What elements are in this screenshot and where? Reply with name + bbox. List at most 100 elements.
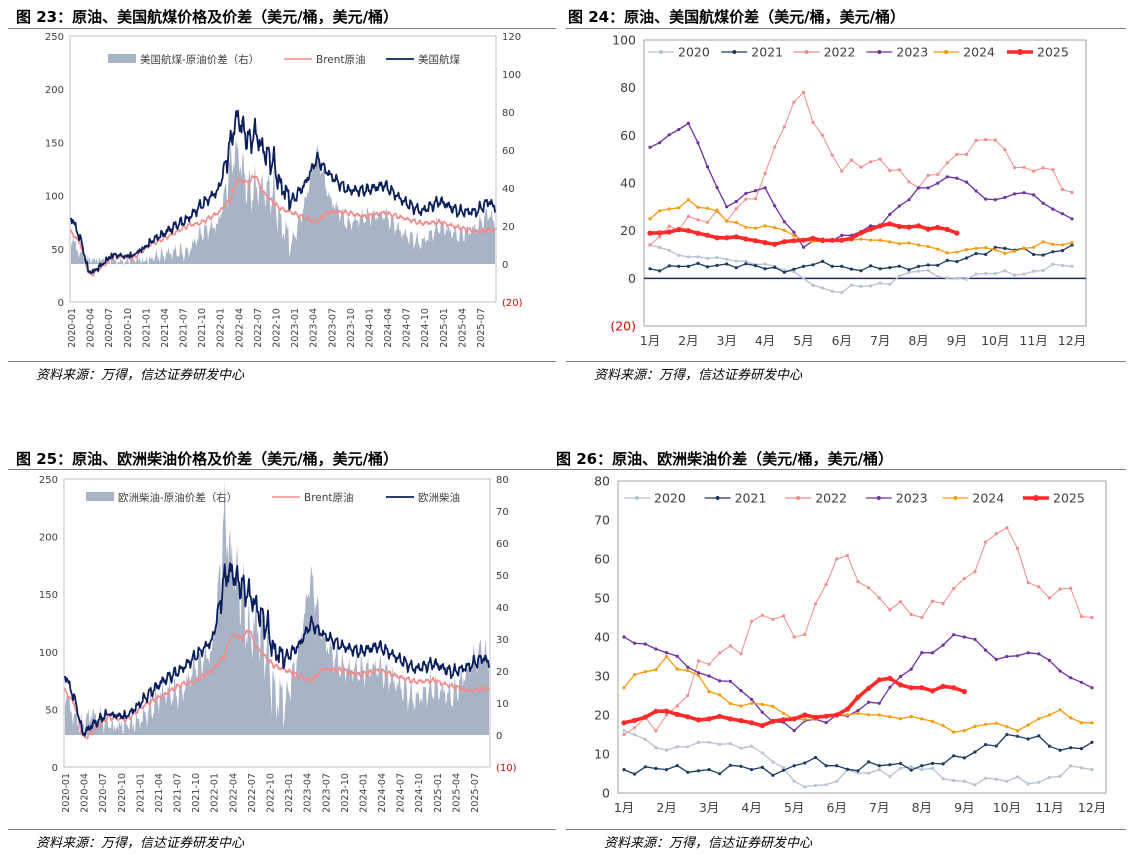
series-2025-point: [674, 711, 680, 717]
x-tick-label: 2021-10: [191, 773, 202, 813]
series-2025-point: [802, 712, 808, 718]
series-2021-point: [643, 765, 647, 769]
series-2020-line: [623, 729, 1093, 788]
series-2024-point: [664, 654, 669, 659]
x-tick-label: 7月: [869, 800, 889, 815]
series-2025-point: [897, 682, 904, 688]
series-2025-point: [810, 235, 816, 241]
series-2020-point: [1012, 273, 1017, 277]
series-2020-point: [811, 283, 815, 287]
y-left-tick-label: 250: [45, 32, 64, 43]
y-tick-label: 60: [594, 552, 610, 567]
series-2021-point: [792, 267, 796, 271]
legend-marker-2023: [877, 50, 882, 54]
series-2025-point: [749, 720, 755, 726]
series-2023-point: [867, 700, 871, 704]
series-2022-point: [964, 152, 969, 156]
series-2024-point: [984, 722, 988, 726]
series-2021-point: [824, 764, 828, 768]
series-2021-point: [782, 270, 786, 274]
series-2020-point: [1090, 768, 1094, 772]
series-2025-point: [919, 685, 925, 691]
x-tick-label: 4月: [741, 800, 761, 815]
y-tick-label: 10: [594, 747, 610, 762]
series-2024-point: [667, 207, 671, 211]
series-2024-point: [1060, 243, 1064, 247]
y-left-tick-label: 200: [39, 533, 58, 544]
series-2023-point: [1047, 658, 1052, 662]
series-2021-point: [781, 768, 786, 772]
series-2024-point: [964, 248, 969, 252]
brent-line-series: [64, 629, 490, 740]
series-2020-point: [1069, 764, 1073, 768]
series-2021-point: [888, 266, 892, 270]
series-2021-point: [920, 764, 924, 768]
legend-marker-2025: [1017, 49, 1023, 55]
series-2023-point: [718, 679, 722, 683]
x-tick-label: 2020-04: [86, 308, 97, 348]
series-2024-point: [677, 206, 681, 210]
series-2021-point: [941, 762, 945, 766]
series-2022-point: [1022, 165, 1026, 169]
series-2024-point: [1015, 729, 1020, 733]
series-2020-point: [898, 766, 903, 770]
series-2020-point: [926, 268, 930, 272]
series-2020-point: [1070, 264, 1074, 268]
plot-frame: [617, 480, 1107, 794]
y-right-tick-label: 50: [496, 571, 509, 582]
y-tick-label: (20): [610, 319, 636, 334]
series-2022-point: [856, 580, 860, 584]
source-note: 资料来源：万得，信达证券研发中心: [604, 836, 813, 851]
series-2024-point: [753, 226, 758, 230]
series-2023-point: [773, 204, 777, 208]
series-2023-point: [664, 651, 669, 655]
series-2023-point: [1079, 680, 1083, 684]
series-2022-point: [877, 596, 881, 600]
series-2021-point: [1047, 744, 1052, 748]
series-2020-point: [813, 783, 818, 787]
x-tick-label: 2021-10: [197, 308, 208, 348]
source-note: 资料来源：万得，信达证券研发中心: [594, 368, 803, 383]
series-2025-point: [759, 723, 765, 729]
x-tick-label: 2022-07: [247, 773, 258, 813]
series-2023-point: [877, 701, 881, 705]
series-2025-point: [738, 718, 744, 724]
series-2020-point: [686, 255, 690, 259]
series-2020-point: [1022, 272, 1026, 276]
series-2021-point: [792, 764, 796, 768]
series-2021-point: [867, 760, 871, 764]
series-2023-point: [1037, 652, 1041, 656]
series-2020-point: [973, 783, 977, 787]
legend-label: 2022: [815, 491, 847, 506]
series-2022-point: [984, 540, 988, 544]
series-2020-point: [1015, 775, 1020, 779]
series-2023-point: [984, 197, 988, 201]
x-tick-label: 2021-04: [154, 773, 165, 813]
series-2020-point: [994, 777, 998, 781]
series-2022-point: [664, 713, 669, 717]
series-2021-point: [813, 755, 818, 760]
series-2020-point: [1026, 782, 1030, 786]
series-2022-point: [1058, 587, 1062, 591]
series-2020-point: [739, 746, 743, 750]
series-2023-point: [916, 186, 921, 190]
series-2022-point: [705, 220, 710, 224]
series-2025-point: [812, 714, 819, 720]
series-2025-point: [800, 237, 807, 243]
series-2025-point: [653, 708, 659, 714]
x-tick-label: 2月: [678, 333, 698, 348]
series-2022-point: [750, 619, 754, 623]
series-2020-point: [643, 737, 647, 741]
series-2021-point: [771, 773, 775, 777]
series-2022-point: [633, 726, 637, 730]
series-2021-point: [869, 264, 873, 268]
series-2020-point: [869, 284, 873, 288]
x-tick-label: 9月: [947, 333, 967, 348]
series-2024-point: [1047, 713, 1052, 717]
series-2021-point: [686, 770, 690, 774]
series-2020-point: [859, 284, 863, 288]
y-left-tick-label: 50: [45, 705, 58, 716]
series-2020-point: [920, 768, 924, 772]
series-2024-point: [773, 226, 777, 230]
series-2024-point: [643, 670, 647, 674]
